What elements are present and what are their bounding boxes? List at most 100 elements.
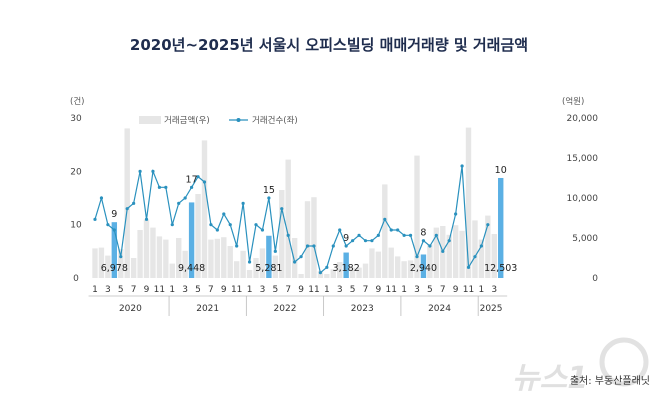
y-right-tick: 5,000 — [572, 234, 598, 244]
y-left-tick: 10 — [70, 221, 82, 231]
count-point — [286, 233, 290, 237]
amount-bar — [465, 127, 472, 278]
count-point — [396, 228, 400, 232]
count-point — [344, 244, 348, 248]
amount-bar — [401, 261, 407, 278]
y-right-tick: 20,000 — [567, 114, 599, 124]
chart-title: 2020년~2025년 서울시 오피스빌딩 매매거래량 및 거래금액 — [130, 36, 528, 54]
amount-bar — [414, 155, 420, 278]
amount-bar — [472, 220, 478, 278]
amount-bar — [324, 274, 330, 278]
amount-bar — [478, 239, 485, 278]
count-point — [357, 233, 361, 237]
y-right-axis: 0 5,000 10,000 15,000 20,000 — [567, 114, 599, 284]
legend-line-label: 거래건수(좌) — [252, 115, 298, 126]
count-point — [293, 260, 297, 264]
amount-bar — [491, 234, 497, 278]
count-point — [486, 223, 490, 227]
amount-bar — [317, 270, 324, 278]
y-right-tick: 10,000 — [567, 194, 599, 204]
legend-bar-swatch — [139, 116, 161, 124]
count-point — [119, 255, 123, 259]
amount-bar — [195, 194, 201, 278]
amount-bar — [298, 274, 304, 278]
count-point — [434, 233, 438, 237]
month-label: 9 — [298, 285, 304, 295]
count-point — [228, 223, 232, 227]
count-point — [209, 223, 213, 227]
count-data-label: 10 — [495, 165, 507, 176]
count-point — [338, 228, 342, 232]
month-label: 7 — [285, 285, 291, 295]
count-point — [376, 233, 380, 237]
watermark: 뉴스1 — [512, 337, 649, 396]
month-label: 3 — [105, 285, 111, 295]
count-point — [241, 201, 245, 205]
amount-bar — [124, 128, 130, 278]
amount-bars — [92, 127, 504, 278]
month-label: 11 — [463, 285, 474, 295]
count-point — [177, 201, 181, 205]
amount-bar — [337, 262, 343, 278]
month-label: 9 — [453, 285, 459, 295]
count-point — [112, 228, 116, 232]
count-point — [273, 249, 277, 253]
count-point — [402, 233, 406, 237]
year-label: 2022 — [274, 304, 297, 314]
amount-bar — [330, 269, 336, 278]
amount-bar-highlight — [111, 222, 118, 278]
amount-bar — [349, 267, 356, 278]
count-point — [473, 255, 477, 259]
amount-bar — [272, 255, 279, 278]
year-label: 2020 — [119, 304, 142, 314]
month-label: 7 — [440, 285, 446, 295]
amount-bar — [304, 201, 311, 278]
count-point — [363, 239, 368, 243]
amount-bar-highlight — [188, 202, 195, 278]
count-data-label: 9 — [343, 233, 349, 244]
amount-bar — [118, 249, 124, 278]
month-label: 5 — [350, 285, 356, 295]
amount-bar — [259, 248, 266, 278]
amount-data-label: 2,940 — [410, 263, 437, 274]
watermark-logo-icon — [599, 337, 649, 387]
amount-bar — [433, 227, 440, 278]
amount-bar — [227, 246, 233, 278]
count-point — [370, 239, 374, 243]
legend: 거래금액(우) 거래건수(좌) — [139, 115, 298, 126]
amount-bar — [407, 260, 414, 278]
amount-bar — [130, 258, 137, 278]
count-points — [93, 164, 490, 275]
amount-bar — [452, 225, 459, 278]
count-point — [132, 201, 136, 205]
month-label: 3 — [182, 285, 188, 295]
amount-bar — [208, 239, 214, 278]
amount-bar — [201, 140, 208, 278]
amount-data-label: 6,978 — [101, 263, 128, 274]
amount-bar — [143, 219, 150, 278]
amount-bar — [356, 267, 362, 278]
amount-bar-highlight — [266, 235, 272, 278]
count-point — [183, 196, 187, 200]
count-point — [144, 217, 149, 221]
count-point — [454, 212, 458, 216]
month-label: 1 — [401, 285, 407, 295]
watermark-text: 뉴스1 — [512, 361, 588, 396]
month-label: 9 — [375, 285, 381, 295]
count-point — [280, 207, 284, 211]
count-point — [99, 196, 104, 200]
amount-bar — [291, 238, 298, 278]
amount-bar — [485, 215, 491, 278]
month-label: 5 — [118, 285, 124, 295]
amount-bar — [253, 258, 259, 278]
count-data-label: 8 — [420, 228, 426, 239]
year-label: 2025 — [480, 304, 503, 314]
count-point — [415, 255, 419, 259]
amount-bar — [394, 256, 401, 278]
amount-bar — [163, 239, 169, 278]
count-point — [138, 169, 142, 173]
month-label: 7 — [208, 285, 214, 295]
amount-bar-highlight — [343, 252, 349, 278]
month-label: 11 — [386, 285, 397, 295]
